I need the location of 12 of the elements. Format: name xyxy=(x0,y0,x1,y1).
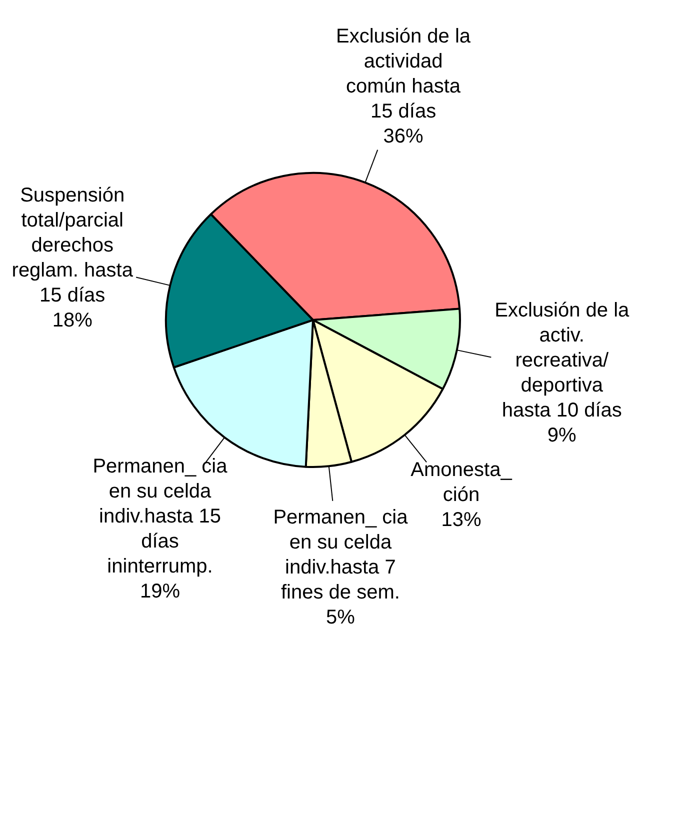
data-label: 5% xyxy=(326,606,356,629)
data-label: 36% xyxy=(383,125,424,148)
slice-label: Permanen_ cia en su celda indiv.hasta 15 días ininterrump. xyxy=(92,455,228,578)
data-label: 9% xyxy=(547,424,577,447)
slice-label: Suspensión total/parcial derechos reglam. hasta 15 días xyxy=(12,184,134,306)
slice-label: Exclusión de la actividad común hasta 15 días xyxy=(336,25,472,122)
slice-label: Amonesta_ ción xyxy=(410,458,513,506)
data-label: 18% xyxy=(52,309,93,332)
data-label: 19% xyxy=(140,580,180,602)
data-label: 13% xyxy=(441,508,482,531)
slice-label: Permanen_ cia en su celda indiv.hasta 7 fines de sem. xyxy=(273,506,409,604)
slice-label: Exclusión de la activ. recreativa/ deportiva hasta 10 días xyxy=(494,300,630,422)
